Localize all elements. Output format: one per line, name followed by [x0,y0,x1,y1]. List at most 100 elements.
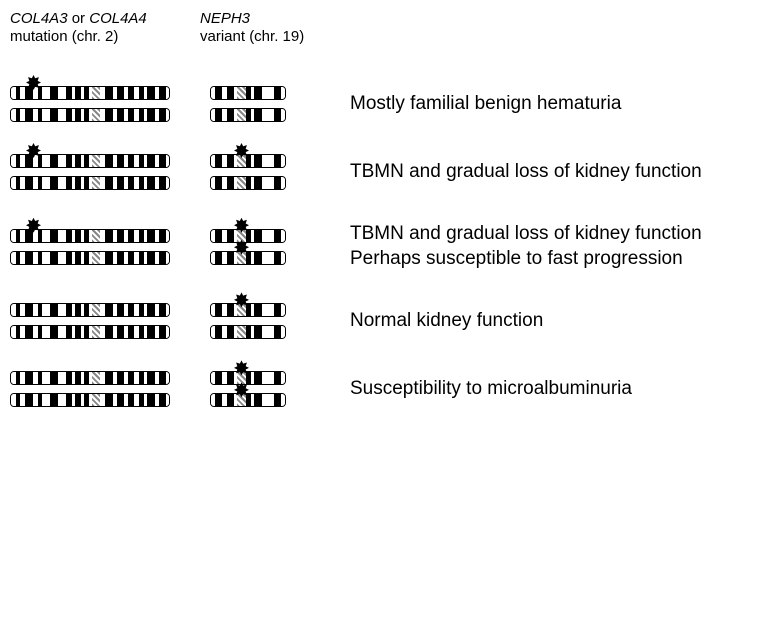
chromosome-band [262,87,274,99]
chromosome-band [92,87,100,99]
chromosome-band [105,304,113,316]
chromosome-band [92,326,100,338]
chromosome-body [10,176,170,190]
phenotype-label-line: Susceptibility to microalbuminuria [350,377,766,402]
chromosome [10,251,170,265]
genotype-row: Mostly familial benign hematuria [10,86,766,122]
chromosome-body [210,108,286,122]
chromosome-band [254,252,262,264]
chromosome-band [281,230,285,242]
chromosome-band [42,372,50,384]
chromosome-band [147,87,155,99]
chromosome-band [105,372,113,384]
chromosome-band [254,230,262,242]
chromosome-band [166,372,169,384]
chromosome-band [50,372,58,384]
chromosome-band [42,109,50,121]
chromosome [10,229,170,243]
chromosome-band [42,304,50,316]
chromosome-body [210,86,286,100]
chr19-pair [210,371,350,407]
gene-col4a4: COL4A4 [89,10,147,27]
chromosome [10,154,170,168]
chromosome-band [281,87,285,99]
chromosome-band [166,252,169,264]
chromosome [10,176,170,190]
chromosome-band [166,304,169,316]
chromosome-body [10,325,170,339]
chromosome-band [50,304,58,316]
chromosome-body [10,393,170,407]
chromosome-body [10,303,170,317]
chromosome-band [262,326,274,338]
chromosome-band [105,177,113,189]
chromosome-band [237,177,246,189]
chromosome-body [210,176,286,190]
chromosome-band [166,326,169,338]
chromosome-band [92,372,100,384]
chromosome-band [50,109,58,121]
chromosome-band [281,326,285,338]
chromosome-band [147,326,155,338]
chr19-pair [210,86,350,122]
chromosome-band [42,230,50,242]
chr2-pair [10,86,210,122]
chromosome-band [147,252,155,264]
chromosome [10,303,170,317]
chromosome-band [105,230,113,242]
header-or: or [68,10,90,27]
mutation-marker-icon [234,360,249,375]
chromosome-band [58,155,66,167]
chromosome-band [50,326,58,338]
chromosome-band [25,109,33,121]
chromosome-band [281,252,285,264]
chromosome-band [237,87,246,99]
chromosome-band [262,394,274,406]
phenotype-label-line: TBMN and gradual loss of kidney function [350,160,766,185]
chromosome [210,86,286,100]
chromosome-band [237,109,246,121]
chromosome-band [166,109,169,121]
header-row: COL4A3 or COL4A4 mutation (chr. 2) NEPH3… [10,10,766,46]
phenotype-label: TBMN and gradual loss of kidney function [350,160,766,185]
chromosome-band [92,155,100,167]
chromosome-band [25,326,33,338]
genotype-row: Susceptibility to microalbuminuria [10,371,766,407]
chromosome-band [237,326,246,338]
chromosome-band [281,394,285,406]
chromosome-band [254,304,262,316]
mutation-marker-icon [234,382,249,397]
chromosome-band [42,155,50,167]
chromosome-band [92,177,100,189]
gene-neph3: NEPH3 [200,10,250,27]
chromosome-band [281,177,285,189]
chromosome-band [25,394,33,406]
phenotype-label: Normal kidney function [350,309,766,334]
header-col-2: NEPH3 variant (chr. 19) [200,10,380,46]
mutation-marker-icon [26,143,41,158]
mutation-marker-icon [26,75,41,90]
chromosome-band [92,109,100,121]
chromosome-band [147,230,155,242]
chromosome-band [281,155,285,167]
chromosome [210,108,286,122]
chr2-pair [10,229,210,265]
chromosome-band [262,109,274,121]
chromosome-band [147,177,155,189]
chromosome [210,393,286,407]
phenotype-label-line: TBMN and gradual loss of kidney function [350,222,766,247]
chromosome-band [262,155,274,167]
chromosome [210,251,286,265]
chromosome-band [50,87,58,99]
chromosome-band [25,252,33,264]
chromosome-body [10,251,170,265]
chromosome-band [254,87,262,99]
mutation-marker-icon [234,240,249,255]
chromosome-band [42,252,50,264]
chromosome-band [50,155,58,167]
chromosome-band [58,177,66,189]
chromosome-band [147,155,155,167]
chromosome-band [58,326,66,338]
chromosome-band [42,87,50,99]
chr19-pair [210,154,350,190]
